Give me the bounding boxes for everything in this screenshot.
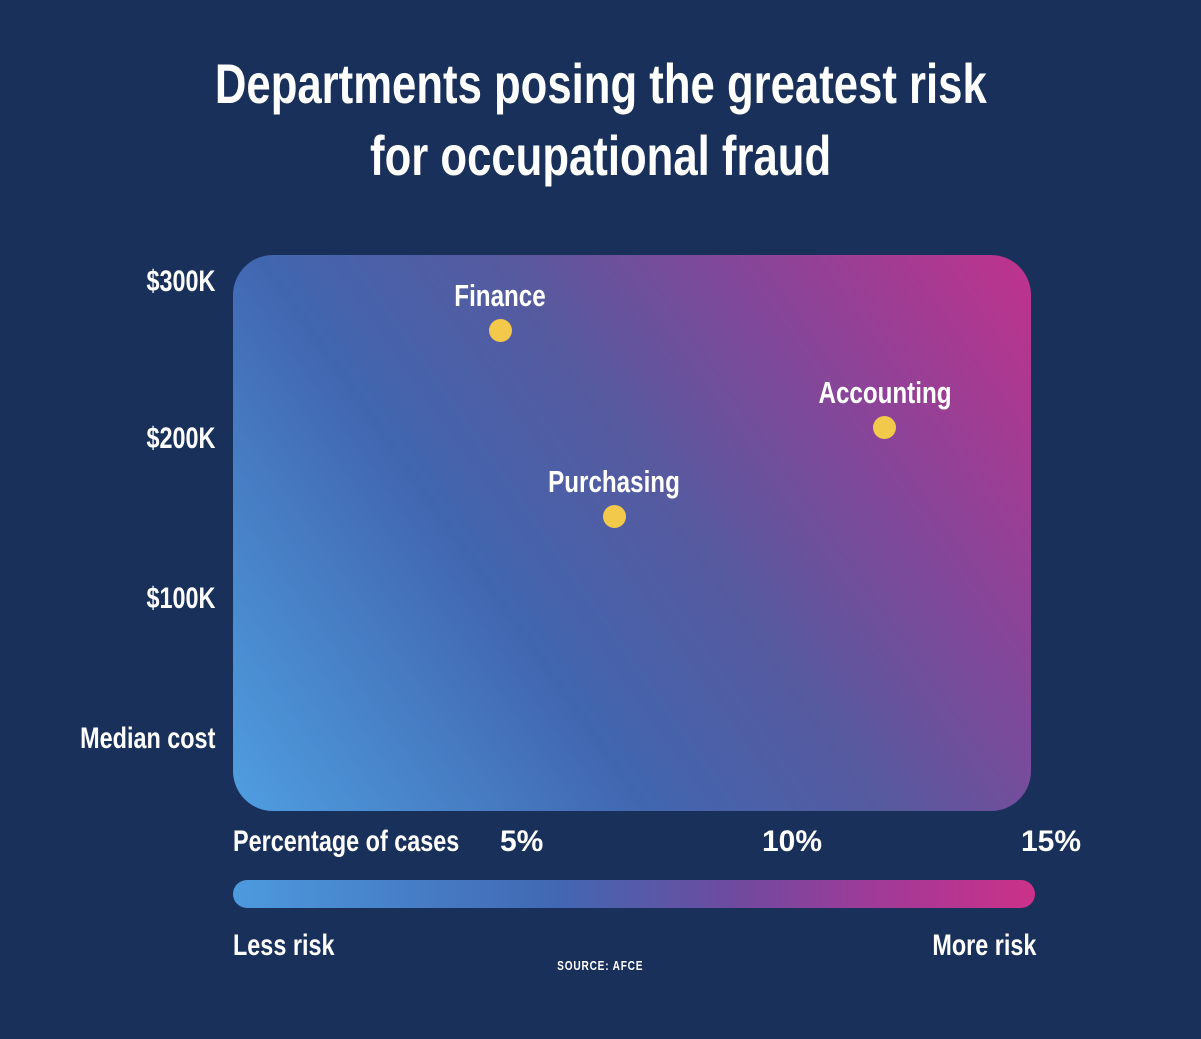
x-tick-5: 5% xyxy=(500,825,544,858)
source-credit: SOURCE: AFCE xyxy=(557,958,644,973)
chart-title-line1: Departments posing the greatest risk xyxy=(214,52,987,115)
y-axis-label: Median cost xyxy=(79,722,215,755)
data-point-label-finance: Finance xyxy=(454,277,546,313)
data-point-dot-finance xyxy=(488,319,512,343)
y-tick-100k: $100K xyxy=(146,582,215,615)
data-point-dot-accounting xyxy=(873,416,897,440)
y-tick-300k: $300K xyxy=(146,265,215,298)
x-tick-15: 15% xyxy=(1021,825,1082,858)
x-axis-label: Percentage of cases xyxy=(233,825,460,858)
data-point-label-accounting: Accounting xyxy=(818,374,952,410)
data-point-dot-purchasing xyxy=(602,505,626,529)
data-point-label-purchasing: Purchasing xyxy=(548,463,681,499)
x-tick-10: 10% xyxy=(762,825,823,858)
chart-title-line2: for occupational fraud xyxy=(369,124,832,187)
chart-title: Departments posing the greatest risk for… xyxy=(0,48,1201,192)
risk-gradient-bar xyxy=(233,880,1035,908)
plot-area: Finance Purchasing Accounting xyxy=(233,255,1031,811)
y-tick-200k: $200K xyxy=(146,422,215,455)
risk-label-more: More risk xyxy=(931,929,1036,962)
risk-label-less: Less risk xyxy=(233,929,335,962)
